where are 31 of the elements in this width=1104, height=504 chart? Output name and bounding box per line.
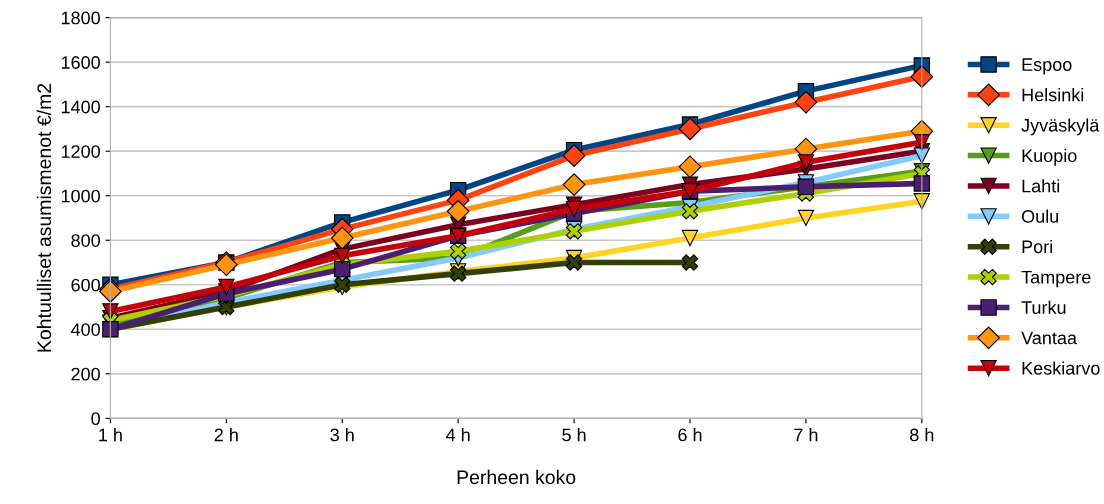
y-tick-label: 1800 <box>61 11 100 25</box>
x-tick-label: 7 h <box>794 428 818 442</box>
legend-label: Helsinki <box>1022 88 1084 102</box>
legend-label: Keskiarvo <box>1022 361 1100 375</box>
y-tick-label: 800 <box>71 234 100 247</box>
y-tick-label: 0 <box>91 412 100 426</box>
y-tick-label: 1000 <box>61 189 100 203</box>
legend-label: Oulu <box>1021 209 1059 223</box>
legend-label: Pori <box>1022 239 1052 254</box>
y-tick-label: 1400 <box>61 100 100 114</box>
y-tick-label: 200 <box>71 367 100 381</box>
legend-label: Lahti <box>1022 179 1060 193</box>
x-tick-label: 6 h <box>678 428 702 442</box>
x-tick-label: 8 h <box>910 428 934 442</box>
y-tick-label: 1200 <box>61 145 100 158</box>
x-axis-title: Perheen koko <box>457 469 576 485</box>
x-tick-label: 4 h <box>446 428 470 442</box>
x-tick-label: 2 h <box>214 428 238 442</box>
legend-label: Tampere <box>1021 270 1091 288</box>
x-tick-label: 1 h <box>99 428 122 442</box>
legend-label: Espoo <box>1022 58 1072 75</box>
x-tick-label: 5 h <box>562 428 586 442</box>
legend-label: Vantaa <box>1021 331 1077 345</box>
y-tick-label: 400 <box>70 323 100 336</box>
x-tick-label: 3 h <box>330 428 354 442</box>
y-tick-label: 1600 <box>61 56 100 69</box>
y-tick-label: 600 <box>71 278 100 292</box>
legend-label: Jyväskylä <box>1021 118 1100 136</box>
legend-label: Turku <box>1021 300 1066 314</box>
legend-label: Kuopio <box>1022 148 1077 166</box>
y-axis-title: Kohtuulliset asumismenot €/m2 <box>36 83 52 352</box>
